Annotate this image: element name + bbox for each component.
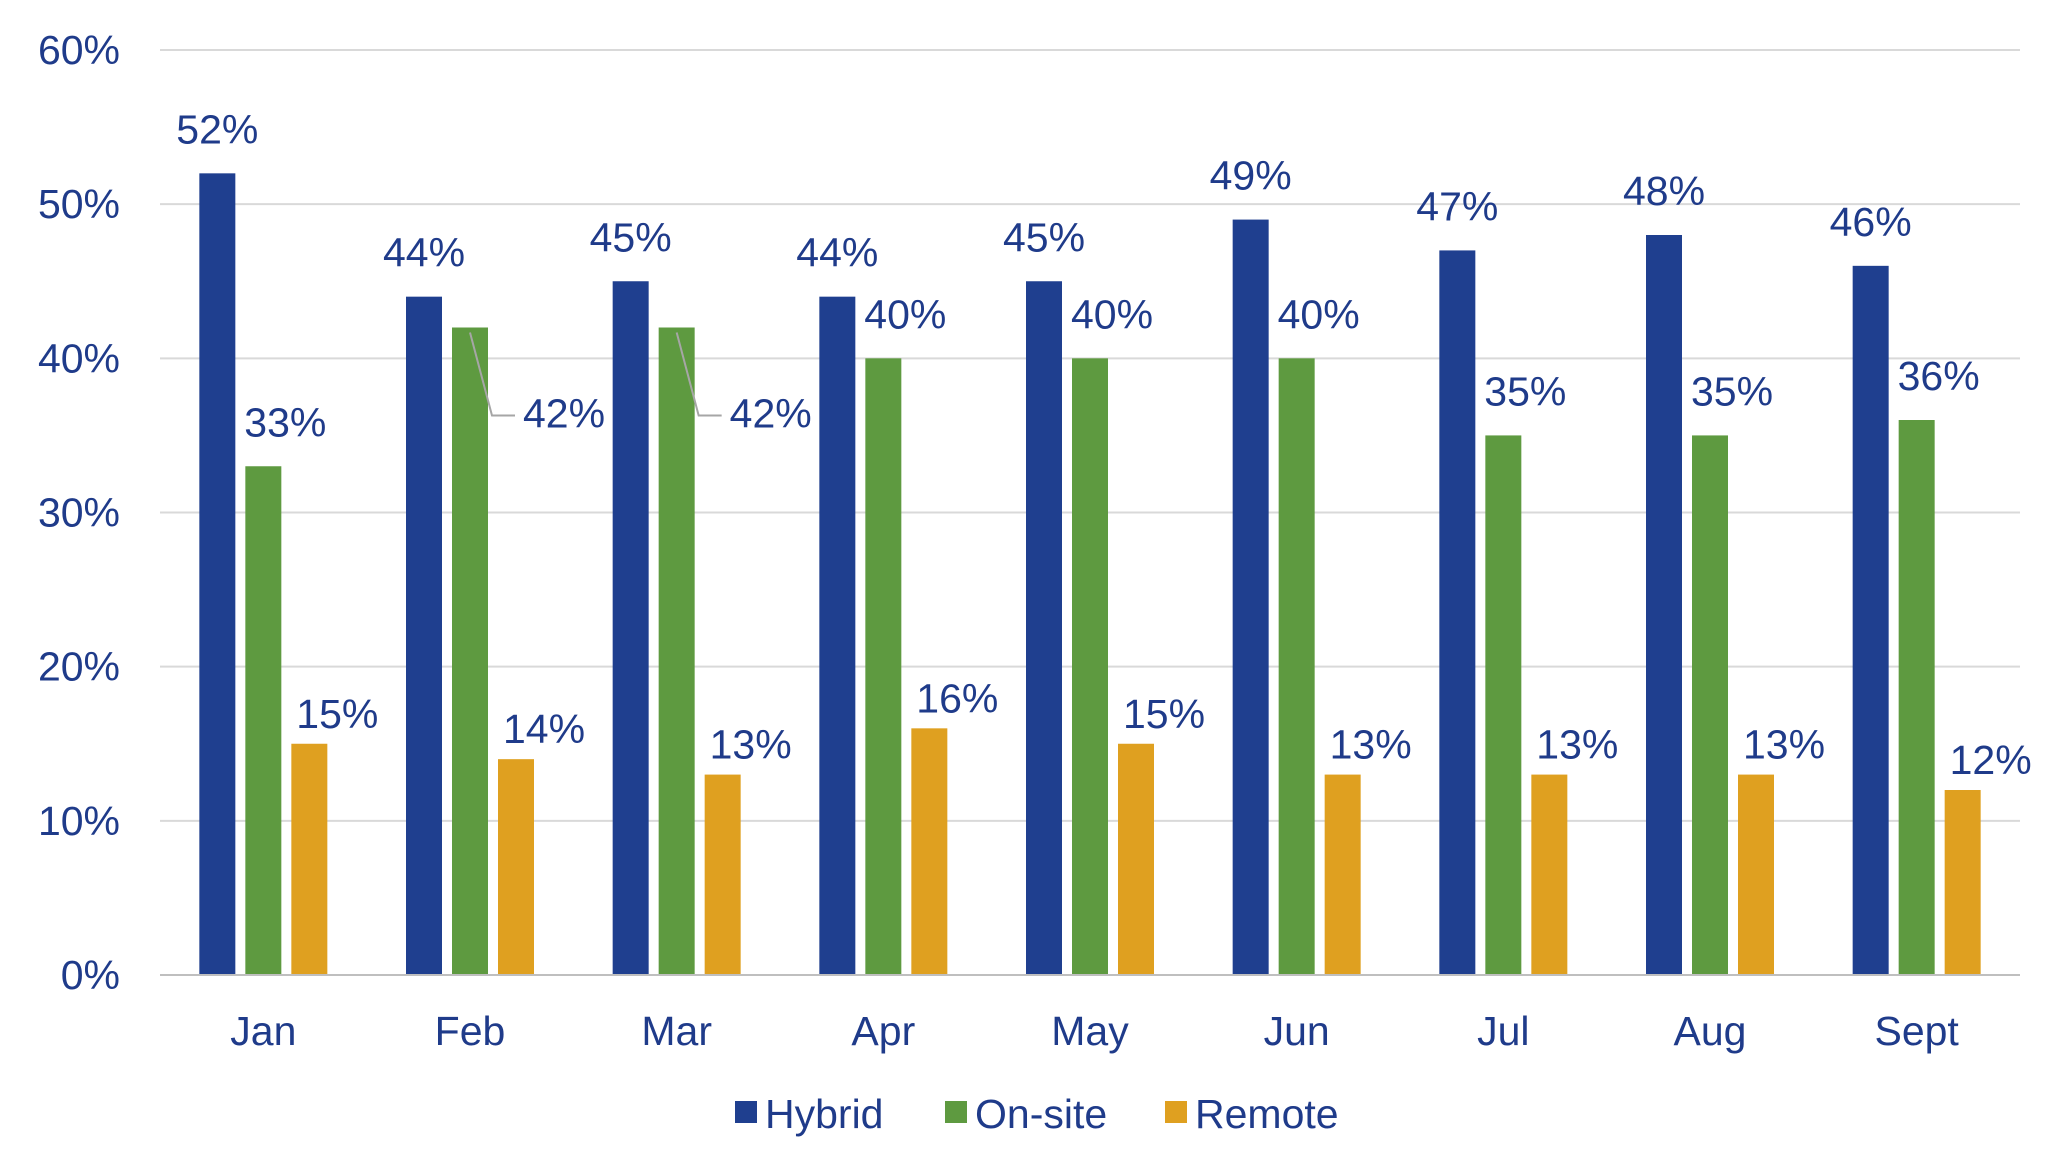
y-tick-label: 10% [38,798,120,844]
legend-swatch-hybrid [735,1101,757,1123]
bar-hybrid-aug [1646,235,1682,975]
data-label: 45% [1003,214,1085,260]
x-tick-label: Jan [230,1008,296,1054]
y-tick-label: 0% [61,952,120,998]
bar-hybrid-jan [199,173,236,976]
bar-remote-jun [1324,774,1361,975]
bar-onsite-mar [658,327,695,975]
legend-swatch-onsite [945,1101,967,1123]
legend-label: On-site [975,1091,1107,1137]
data-label: 14% [503,706,585,752]
data-label: 40% [1278,291,1360,337]
y-tick-label: 40% [38,335,120,381]
data-label: 35% [1691,368,1773,414]
data-label: 12% [1950,737,2032,783]
bar-remote-sept [1944,790,1981,975]
x-tick-label: Jul [1477,1008,1529,1054]
y-tick-label: 20% [38,644,120,690]
bar-remote-feb [498,759,534,975]
legend-label: Remote [1195,1091,1339,1137]
x-tick-label: Apr [851,1008,915,1054]
bar-hybrid-jul [1439,250,1476,975]
data-label: 33% [244,399,326,445]
bars [199,173,1981,976]
bar-remote-jul [1531,774,1568,975]
label-leader-line [675,332,722,417]
x-axis: Jan Feb Mar Apr May Jun Jul Aug Sept [160,974,2020,1054]
data-label: 44% [796,230,878,276]
data-labels: 52% 33% 15% 44% 42% 14% 45% 42% 13% 44% 40% 16% 45% 4… [176,106,2031,783]
legend-swatch-remote [1165,1101,1187,1123]
bar-remote-jan [291,743,328,975]
y-axis: 0% 10% 20% 30% 40% 50% 60% [38,27,120,998]
y-tick-label: 60% [38,27,120,73]
bar-onsite-sept [1898,420,1935,975]
data-label: 42% [730,391,812,437]
bar-hybrid-may [1026,281,1062,975]
data-label: 13% [1743,722,1825,768]
y-tick-label: 30% [38,490,120,536]
data-label: 42% [523,391,605,437]
x-tick-label: Sept [1874,1008,1959,1054]
data-label: 15% [1123,691,1205,737]
data-label: 52% [176,106,258,152]
bar-onsite-jan [245,466,282,975]
x-tick-label: Mar [641,1008,712,1054]
data-label: 13% [1330,722,1412,768]
data-label: 15% [296,691,378,737]
bar-onsite-aug [1692,435,1728,976]
label-leader-line [469,332,515,417]
data-label: 40% [864,291,946,337]
bar-hybrid-mar [612,281,649,975]
bar-hybrid-apr [819,296,856,976]
x-tick-label: May [1051,1008,1129,1054]
data-label: 35% [1484,368,1566,414]
data-label: 48% [1623,168,1705,214]
data-label: 13% [710,722,792,768]
data-label: 36% [1898,353,1980,399]
bar-onsite-jul [1485,435,1522,976]
data-label: 45% [590,214,672,260]
y-tick-label: 50% [38,181,120,227]
x-tick-label: Jun [1264,1008,1330,1054]
bar-hybrid-feb [406,296,442,976]
data-label: 13% [1536,722,1618,768]
data-label: 49% [1210,153,1292,199]
data-label: 40% [1071,291,1153,337]
bar-remote-aug [1738,774,1774,975]
bar-hybrid-sept [1852,265,1889,975]
bar-remote-apr [911,728,948,975]
data-label: 47% [1416,183,1498,229]
data-label: 46% [1830,199,1912,245]
bar-onsite-feb [452,327,488,975]
bar-onsite-apr [865,358,902,975]
x-tick-label: Feb [435,1008,506,1054]
bar-onsite-jun [1278,358,1315,975]
bar-hybrid-jun [1232,219,1269,976]
data-label: 44% [383,230,465,276]
bar-remote-may [1118,743,1154,975]
data-label: 16% [916,675,998,721]
x-tick-label: Aug [1674,1008,1747,1054]
bar-onsite-may [1072,358,1108,975]
legend: Hybrid On-site Remote [735,1091,1339,1137]
legend-label: Hybrid [765,1091,883,1137]
bar-remote-mar [704,774,741,975]
